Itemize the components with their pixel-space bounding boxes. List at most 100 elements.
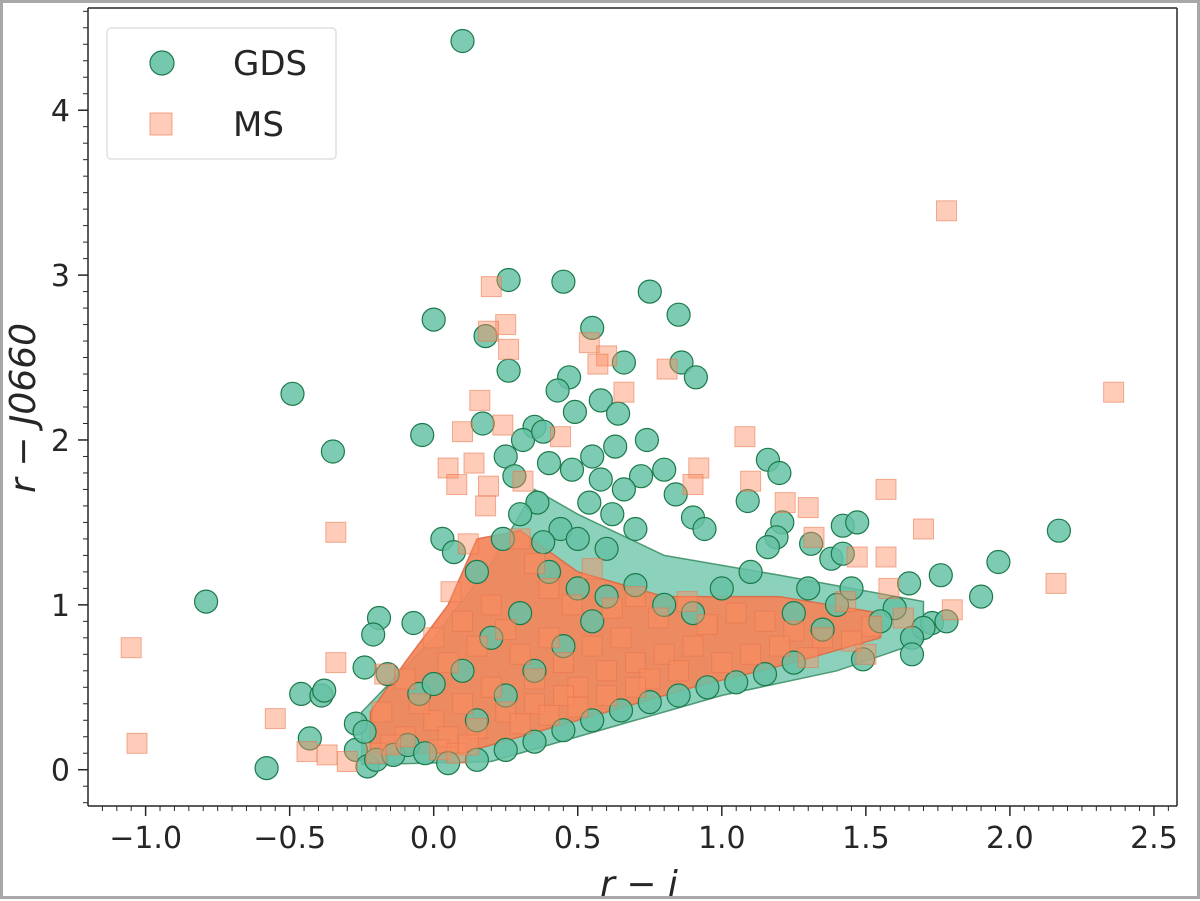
gds-point: [735, 488, 760, 514]
ms-point: [913, 518, 934, 540]
gds-point: [796, 576, 821, 601]
ms-point: [601, 597, 623, 619]
ms-point: [457, 734, 479, 756]
gds-point: [652, 457, 677, 482]
gds-point: [297, 726, 322, 751]
gds-point: [312, 678, 337, 703]
gds-point: [588, 388, 613, 413]
ms-point: [336, 751, 358, 772]
gds-point: [473, 324, 498, 349]
gds-point: [565, 526, 590, 552]
gds-point: [551, 269, 576, 294]
gds-point: [410, 422, 435, 448]
gds-point: [767, 460, 792, 486]
ms-point: [688, 457, 710, 479]
gds-point: [611, 477, 637, 502]
gds-point: [522, 729, 547, 754]
x-axis-label: r − i: [600, 864, 678, 896]
gds-point: [522, 658, 547, 683]
gds-point: [470, 411, 495, 436]
ms-point: [466, 635, 488, 657]
ms-point: [478, 475, 499, 497]
ms-point: [429, 739, 450, 761]
gds-point: [850, 647, 876, 672]
gds-point: [611, 350, 637, 375]
gds-point: [361, 622, 386, 647]
ms-point: [610, 627, 632, 649]
gds-point: [588, 467, 613, 492]
ms-point: [754, 610, 776, 632]
gds-point: [603, 434, 628, 459]
ms-point: [682, 635, 704, 657]
gds-point: [289, 681, 314, 707]
gds-point: [401, 610, 426, 636]
ms-point: [855, 643, 877, 665]
gds-point: [490, 526, 515, 552]
legend-ms-marker: [149, 112, 173, 136]
gds-point: [824, 592, 850, 618]
y-axis-label: r − J0660: [3, 323, 44, 493]
ms-point: [875, 478, 897, 500]
ms-point: [656, 358, 678, 380]
scatter-chart: −1.0 −0.5 0.0 0.5 1.0 1.5 2.0 2.5 0 1 2 3 4 r − i r …: [3, 7, 1178, 901]
gds-point: [580, 315, 605, 340]
gds-point: [652, 592, 677, 618]
gds-point: [421, 671, 446, 697]
gds-point: [320, 439, 345, 464]
ms-point: [480, 676, 502, 698]
x-tick-label: 2.5: [1130, 821, 1178, 856]
gds-point: [968, 584, 994, 609]
ms-point: [740, 470, 762, 492]
gds-point: [531, 530, 556, 555]
ms-point: [861, 615, 883, 637]
ms-point: [581, 635, 603, 657]
gds-point: [605, 401, 631, 426]
x-tick-label: −0.5: [253, 821, 326, 856]
gds-point: [510, 427, 536, 453]
gds-point: [441, 539, 466, 565]
x-tick-label: −1.0: [109, 821, 182, 856]
ms-point: [875, 546, 897, 568]
gds-point: [868, 609, 893, 634]
gds-point: [896, 571, 922, 596]
ms-point: [423, 627, 445, 649]
ms-point: [498, 338, 520, 360]
gds-point: [608, 698, 634, 723]
ms-point: [538, 704, 560, 726]
ms-point: [371, 701, 393, 723]
ms-point: [846, 546, 868, 568]
gds-point: [755, 534, 781, 560]
gds-point: [623, 572, 648, 598]
ms-point: [495, 619, 517, 641]
ms-point: [509, 528, 531, 550]
ms-point: [941, 599, 963, 621]
ms-point: [524, 668, 545, 690]
gds-point: [683, 365, 709, 390]
ms-point: [492, 414, 514, 436]
gds-point: [493, 737, 518, 763]
gds-point: [551, 718, 576, 743]
gds-point: [600, 502, 625, 527]
gds-point: [496, 267, 521, 293]
gds-point: [577, 490, 602, 515]
y-tick-label: 1: [51, 589, 70, 624]
gds-point: [637, 689, 662, 715]
ms-point: [596, 345, 618, 367]
ms-point: [682, 474, 704, 495]
ms-point: [475, 495, 497, 517]
gds-point: [830, 541, 855, 566]
data-points: [120, 28, 1125, 781]
ms-point: [452, 693, 473, 715]
gds-point: [545, 378, 570, 403]
ms-point: [892, 607, 914, 629]
ms-point: [653, 643, 675, 665]
gds-point: [928, 563, 953, 588]
legend-ms-label: MS: [233, 105, 284, 145]
gds-point: [280, 381, 305, 406]
ms-point: [495, 701, 517, 723]
ms-point: [446, 474, 468, 495]
gds-point: [502, 464, 527, 489]
gds-point: [781, 600, 806, 626]
ms-point: [1103, 381, 1125, 403]
